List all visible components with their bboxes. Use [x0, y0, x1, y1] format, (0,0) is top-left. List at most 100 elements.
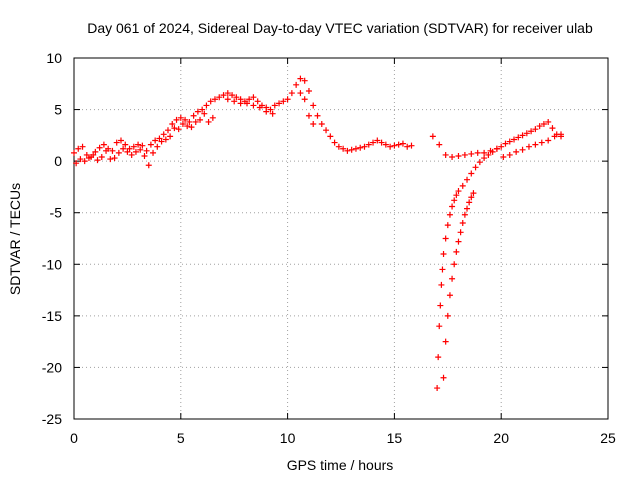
y-axis-label: SDTVAR / TECUs [7, 183, 23, 295]
axis-ticks [73, 57, 609, 420]
data-point [177, 114, 184, 121]
data-point [506, 151, 513, 158]
data-point [399, 140, 406, 147]
data-point [132, 148, 139, 155]
x-tick-label: 25 [600, 430, 616, 446]
data-point [391, 142, 398, 149]
data-point [331, 139, 338, 146]
data-point [438, 281, 445, 288]
data-point [231, 98, 238, 105]
x-tick-label: 20 [493, 430, 509, 446]
data-point [344, 147, 351, 154]
data-point [103, 147, 110, 154]
data-point [122, 141, 129, 148]
data-point [73, 160, 80, 167]
data-point [113, 139, 120, 146]
data-point [446, 292, 453, 299]
y-tick-label: -20 [42, 359, 62, 375]
data-point [141, 152, 148, 159]
data-point [436, 141, 443, 148]
data-point [211, 96, 218, 103]
data-point [468, 150, 475, 157]
data-point [203, 102, 210, 109]
data-point [207, 98, 214, 105]
data-point [188, 124, 195, 131]
data-point [472, 164, 479, 171]
data-point [293, 81, 300, 88]
data-point [449, 275, 456, 282]
data-point [382, 141, 389, 148]
data-point [143, 147, 150, 154]
data-point [197, 116, 204, 123]
data-point [459, 182, 466, 189]
data-point [528, 128, 535, 135]
data-point [500, 154, 507, 161]
data-point [201, 110, 208, 117]
data-point [175, 126, 182, 133]
data-point [442, 151, 449, 158]
series-3 [440, 190, 477, 381]
data-point [288, 90, 295, 97]
data-point [515, 134, 522, 141]
data-point [395, 141, 402, 148]
data-point [549, 125, 556, 132]
data-point [459, 220, 466, 227]
data-point [96, 144, 103, 151]
data-point [502, 140, 509, 147]
data-point [453, 192, 460, 199]
data-point [271, 102, 278, 109]
data-point [137, 146, 144, 153]
series-2 [434, 118, 565, 392]
data-point [408, 142, 415, 149]
data-point [485, 151, 492, 158]
data-point [77, 156, 84, 163]
data-point [378, 139, 385, 146]
data-point [498, 143, 505, 150]
data-point [444, 222, 451, 229]
data-point [160, 131, 167, 138]
data-point [173, 116, 180, 123]
data-point [455, 238, 462, 245]
data-point [461, 151, 468, 158]
data-point [199, 106, 206, 113]
data-point [75, 145, 82, 152]
data-point [314, 112, 321, 119]
data-point [440, 250, 447, 257]
data-point [440, 374, 447, 381]
data-point [83, 151, 90, 158]
data-point [186, 118, 193, 125]
data-point [98, 154, 105, 161]
y-tick-labels: -25 -20 -15 -10 -5 0 5 10 [42, 50, 62, 427]
data-point [184, 123, 191, 130]
data-point [128, 151, 135, 158]
data-point [276, 100, 283, 107]
data-point [404, 143, 411, 150]
data-point [135, 141, 142, 148]
data-point [81, 158, 88, 165]
gridlines [74, 58, 608, 419]
data-point [387, 143, 394, 150]
data-point [464, 176, 471, 183]
data-point [370, 139, 377, 146]
data-point [120, 145, 127, 152]
data-point [523, 130, 530, 137]
data-point [115, 149, 122, 156]
y-tick-label: -10 [42, 256, 62, 272]
data-point [192, 118, 199, 125]
data-point [182, 116, 189, 123]
data-point [451, 197, 458, 204]
data-point [297, 75, 304, 82]
data-point [263, 108, 270, 115]
data-point [481, 149, 488, 156]
data-point [449, 154, 456, 161]
data-point [545, 137, 552, 144]
data-point [468, 194, 475, 201]
data-point [365, 141, 372, 148]
data-point [474, 149, 481, 156]
data-points [71, 75, 565, 392]
data-point [305, 88, 312, 95]
data-point [130, 143, 137, 150]
data-point [519, 132, 526, 139]
y-tick-label: 10 [46, 50, 62, 66]
